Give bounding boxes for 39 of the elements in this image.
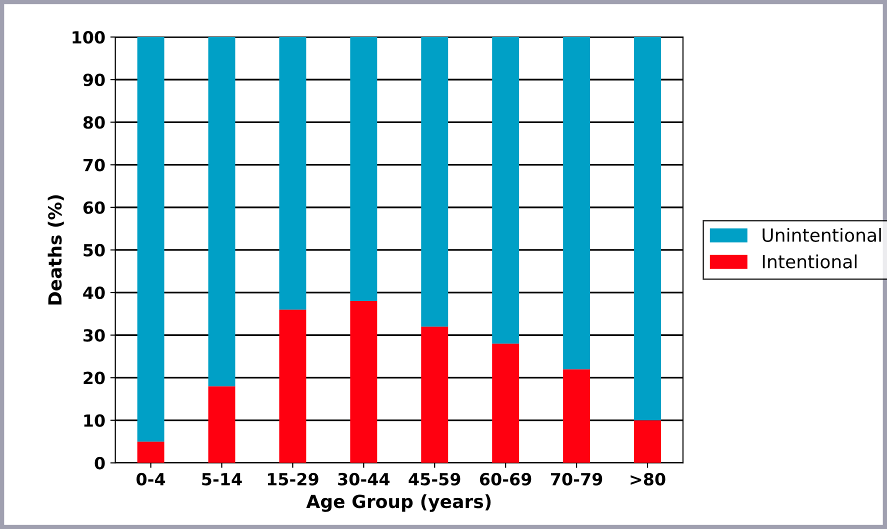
bar bbox=[634, 420, 661, 463]
x-tick-label: 5-14 bbox=[202, 473, 242, 486]
legend-label: Intentional bbox=[762, 254, 857, 268]
bar bbox=[137, 442, 164, 463]
y-tick-label: 50 bbox=[84, 244, 105, 257]
y-tick-label: 70 bbox=[84, 158, 105, 172]
y-tick-label: 90 bbox=[83, 74, 105, 86]
bar bbox=[350, 301, 378, 463]
bar bbox=[137, 37, 164, 442]
bar bbox=[208, 386, 236, 463]
y-tick-label: 0 bbox=[94, 456, 105, 470]
bar bbox=[208, 37, 236, 386]
bar bbox=[279, 310, 306, 463]
legend-label: Unintentional bbox=[762, 228, 881, 242]
x-tick-label: 30-44 bbox=[338, 472, 390, 486]
bar bbox=[634, 37, 661, 420]
bar bbox=[492, 344, 520, 463]
x-tick-label: 15-29 bbox=[268, 472, 318, 486]
y-tick-label: 60 bbox=[83, 201, 105, 214]
x-tick-label: >80 bbox=[630, 472, 666, 486]
x-tick-label: 70-79 bbox=[551, 472, 602, 486]
y-tick-label: 80 bbox=[83, 116, 105, 129]
bar bbox=[563, 369, 590, 463]
bar bbox=[421, 326, 448, 463]
x-axis-title: Age Group (years) bbox=[306, 494, 491, 512]
bar bbox=[563, 37, 590, 370]
y-tick-label: 100 bbox=[72, 30, 105, 44]
bar bbox=[421, 37, 448, 327]
x-tick-label: 45-59 bbox=[408, 472, 460, 486]
y-tick-label: 40 bbox=[83, 286, 105, 300]
y-axis-title: Deaths (%) bbox=[48, 195, 64, 305]
x-tick-label: 0-4 bbox=[136, 472, 166, 486]
y-tick-label: 20 bbox=[84, 372, 105, 384]
bar bbox=[350, 37, 378, 302]
x-tick-label: 60-69 bbox=[480, 472, 532, 486]
y-tick-label: 30 bbox=[84, 329, 105, 342]
bar bbox=[492, 37, 520, 344]
y-tick-label: 10 bbox=[84, 414, 105, 427]
bar bbox=[279, 37, 306, 310]
